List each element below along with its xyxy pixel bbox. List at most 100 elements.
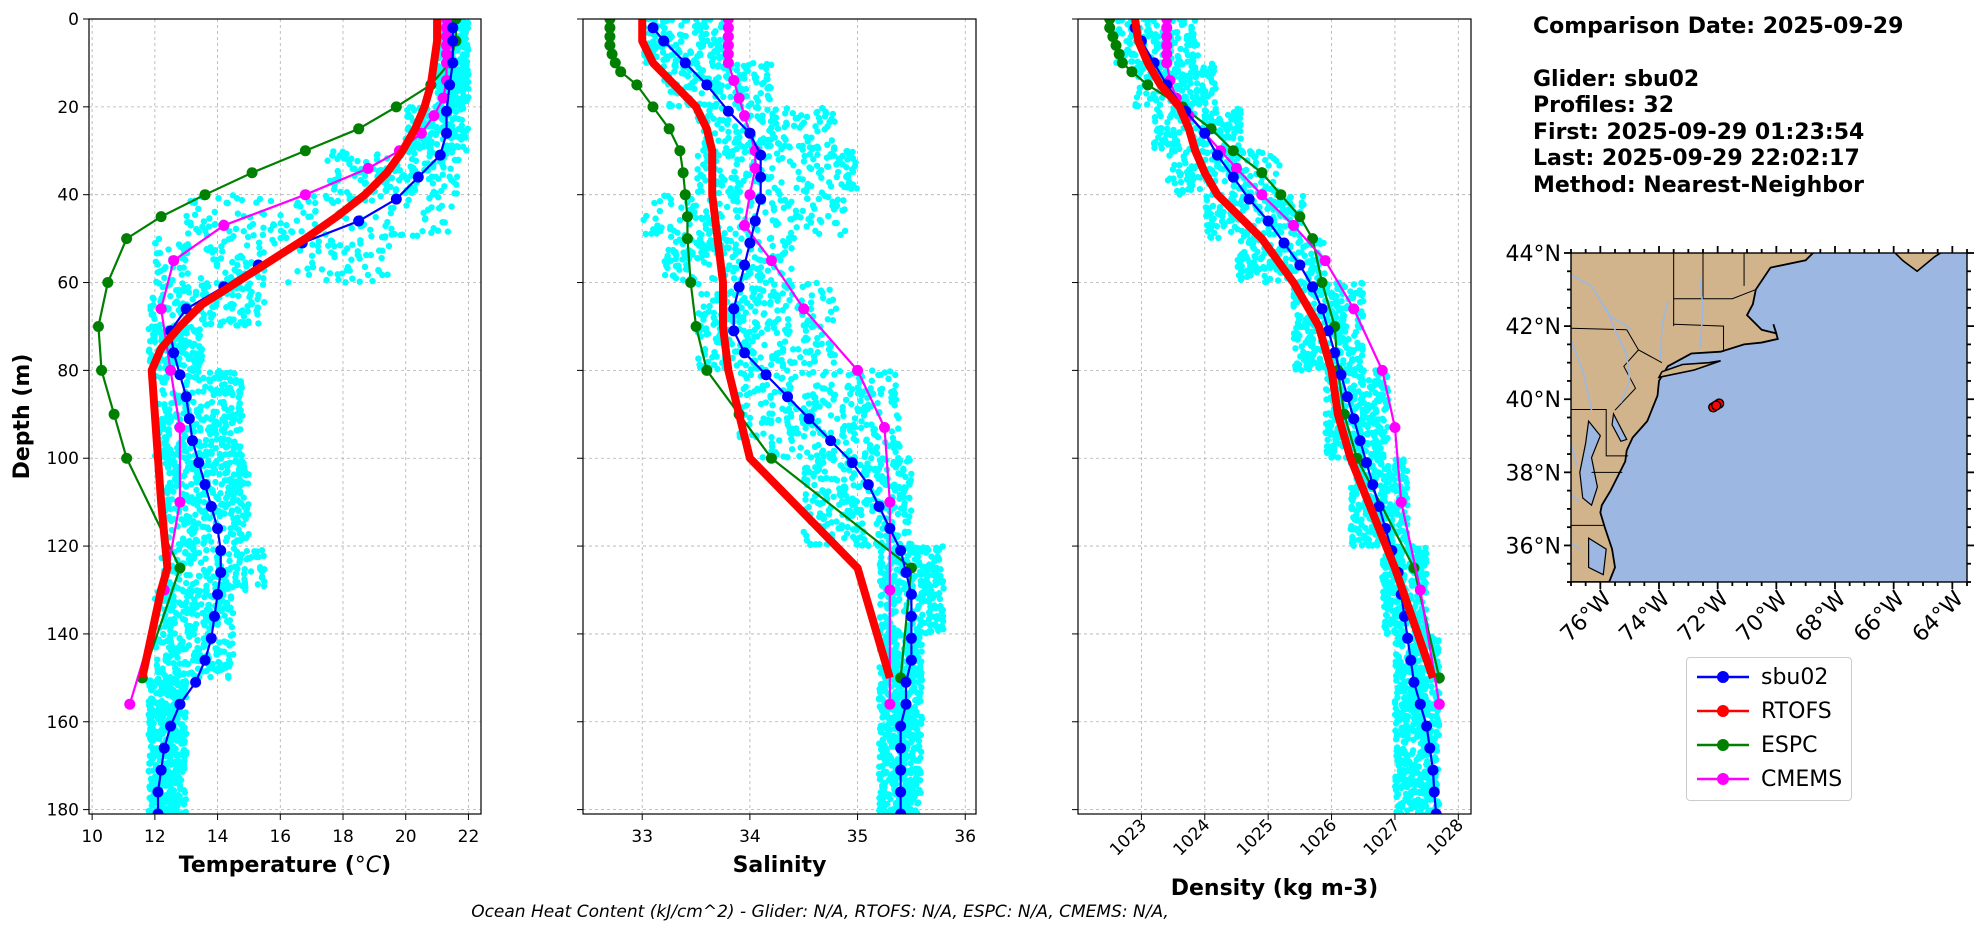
obs-point xyxy=(766,410,773,417)
obs-point xyxy=(802,424,809,432)
series-line-rtofs xyxy=(138,19,442,679)
obs-point xyxy=(226,617,234,624)
obs-point xyxy=(178,271,186,278)
obs-point xyxy=(762,399,769,406)
obs-point xyxy=(760,311,767,318)
obs-point xyxy=(787,229,795,237)
obs-point xyxy=(163,795,171,803)
obs-point xyxy=(145,767,152,775)
obs-point xyxy=(235,507,242,515)
series-point-sbu02 xyxy=(444,79,456,91)
obs-point xyxy=(159,719,167,727)
obs-point xyxy=(743,92,750,100)
obs-point xyxy=(254,295,261,303)
obs-point xyxy=(439,171,446,178)
obs-point xyxy=(687,206,694,213)
obs-point xyxy=(807,165,815,173)
obs-point xyxy=(186,527,193,535)
obs-point xyxy=(784,421,792,429)
obs-point xyxy=(154,656,161,663)
obs-point xyxy=(210,546,217,553)
obs-point xyxy=(195,358,202,365)
obs-point xyxy=(801,152,808,160)
obs-point xyxy=(843,147,850,155)
obs-point xyxy=(193,486,200,494)
obs-point xyxy=(147,775,155,783)
obs-point xyxy=(230,651,237,658)
obs-point xyxy=(768,439,776,447)
obs-point xyxy=(769,165,776,172)
obs-point xyxy=(892,382,899,389)
obs-point xyxy=(843,164,850,171)
obs-point xyxy=(202,555,209,562)
obs-point xyxy=(206,625,213,632)
obs-point xyxy=(786,144,793,151)
obs-point xyxy=(182,714,189,721)
obs-point xyxy=(676,236,683,243)
obs-point xyxy=(805,215,812,223)
obs-point xyxy=(705,230,713,237)
y-tick-label: 80 xyxy=(57,361,79,381)
obs-point xyxy=(244,308,251,315)
obs-point xyxy=(374,151,381,158)
obs-point xyxy=(806,360,813,368)
obs-point xyxy=(799,283,806,291)
obs-point xyxy=(682,265,690,273)
obs-point xyxy=(762,209,769,216)
obs-point xyxy=(283,221,290,229)
obs-point xyxy=(207,416,215,423)
obs-point xyxy=(702,310,709,318)
obs-point xyxy=(764,325,771,332)
obs-point xyxy=(816,510,824,517)
obs-point xyxy=(197,427,204,434)
obs-point xyxy=(223,199,230,207)
obs-point xyxy=(780,204,788,212)
obs-point xyxy=(343,150,350,157)
obs-point xyxy=(809,430,817,437)
obs-point xyxy=(159,378,166,386)
obs-point xyxy=(906,494,913,502)
obs-point xyxy=(715,137,722,144)
obs-point xyxy=(190,606,197,614)
series-point-sbu02 xyxy=(190,676,202,688)
obs-point xyxy=(825,340,832,347)
series-point-sbu02 xyxy=(174,698,186,710)
obs-point xyxy=(217,319,225,326)
obs-point xyxy=(277,234,284,242)
obs-point xyxy=(186,514,193,521)
obs-point xyxy=(256,244,263,251)
obs-point xyxy=(434,194,442,201)
obs-point xyxy=(814,349,821,356)
obs-point xyxy=(741,144,749,151)
obs-point xyxy=(167,738,174,745)
obs-point xyxy=(458,133,466,140)
obs-point xyxy=(889,597,897,604)
obs-point xyxy=(190,555,198,562)
obs-point xyxy=(183,212,190,220)
obs-point xyxy=(375,268,383,275)
obs-point xyxy=(242,534,250,542)
obs-point xyxy=(179,535,187,542)
obs-point xyxy=(198,508,206,515)
obs-point xyxy=(831,391,839,399)
obs-point xyxy=(836,368,844,375)
obs-point xyxy=(851,500,858,507)
obs-point xyxy=(767,394,774,401)
obs-point xyxy=(721,138,729,145)
obs-point xyxy=(448,142,455,149)
obs-point xyxy=(827,412,835,419)
obs-point xyxy=(770,324,778,332)
series-point-espc xyxy=(92,320,104,332)
obs-point xyxy=(211,466,218,473)
obs-point xyxy=(177,798,184,805)
obs-point xyxy=(797,354,804,361)
obs-point xyxy=(250,232,257,239)
obs-point xyxy=(229,497,237,504)
obs-point xyxy=(814,145,822,152)
obs-point xyxy=(349,275,356,282)
obs-point xyxy=(184,270,191,277)
obs-point xyxy=(909,549,917,556)
obs-point xyxy=(847,184,855,191)
obs-point xyxy=(789,346,797,353)
